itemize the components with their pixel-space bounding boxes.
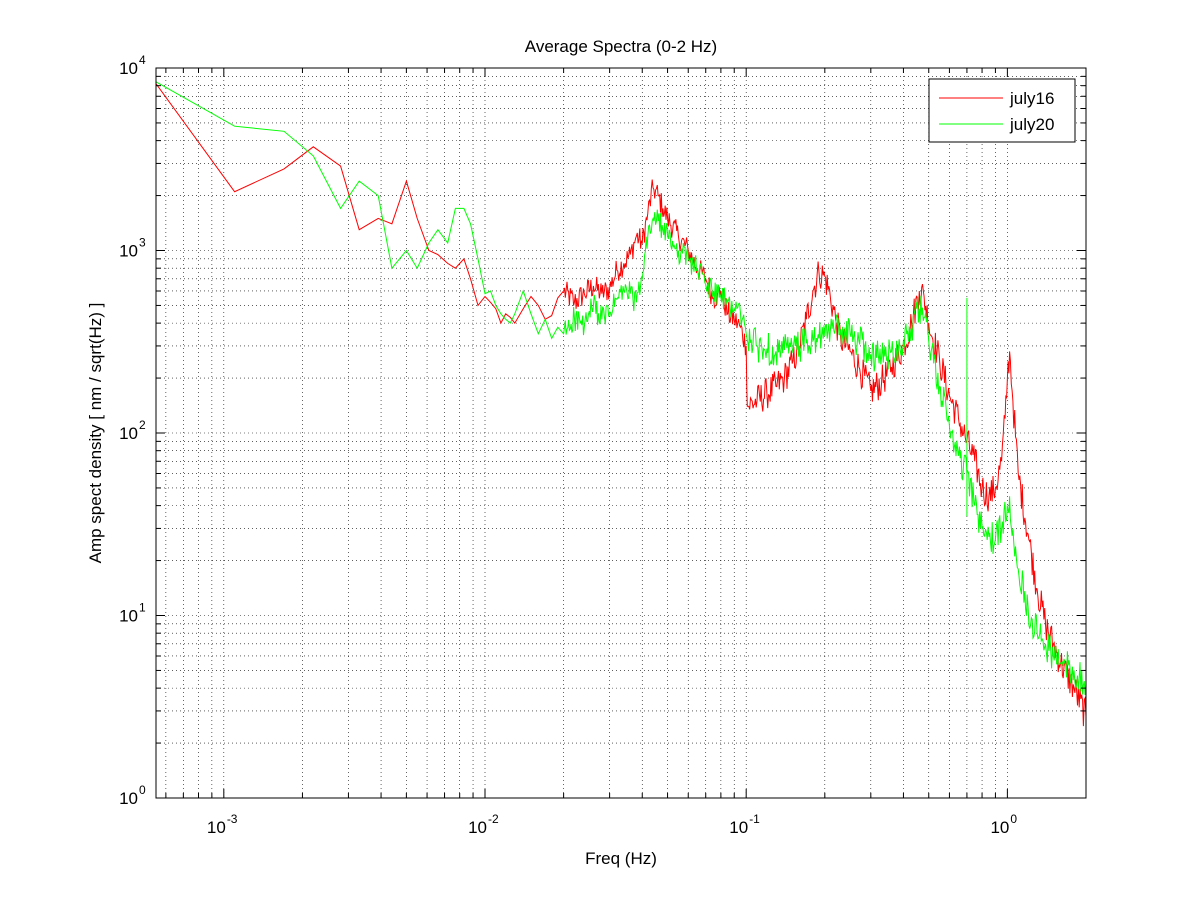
legend-label-july20: july20 <box>1009 115 1054 134</box>
y-tick-label: 10 <box>119 242 138 261</box>
legend: july16 july20 <box>928 78 1076 143</box>
x-tick-label: 10 <box>207 818 226 837</box>
x-tick-label: 10 <box>990 818 1009 837</box>
y-tick-label: 10 <box>119 789 138 808</box>
x-tick-label-exponent: 0 <box>1010 812 1017 826</box>
y-tick-label-exponent: 2 <box>139 418 146 432</box>
y-tick-label-exponent: 4 <box>139 53 146 67</box>
x-tick-label: 10 <box>468 818 487 837</box>
x-axis-label: Freq (Hz) <box>585 849 657 868</box>
y-tick-label-exponent: 1 <box>139 601 146 615</box>
tick-labels: 10 -3 10 -2 10 -1 10 010 010 110 210 310 4 <box>119 53 1017 837</box>
y-tick-label-exponent: 3 <box>139 236 146 250</box>
series-layer <box>155 81 1087 727</box>
x-tick-label: 10 <box>729 818 748 837</box>
legend-box <box>928 78 1076 143</box>
y-tick-label: 10 <box>119 607 138 626</box>
x-tick-label-exponent: -3 <box>227 812 238 826</box>
y-axis-label: Amp spect density [ nm / sqrt(Hz) ] <box>86 303 105 564</box>
legend-label-july16: july16 <box>1009 89 1054 108</box>
series-line-july16 <box>155 83 1087 727</box>
chart-title: Average Spectra (0-2 Hz) <box>525 37 717 56</box>
x-tick-label-exponent: -2 <box>488 812 499 826</box>
ticks <box>156 67 1087 799</box>
y-tick-label: 10 <box>119 59 138 78</box>
x-tick-label-exponent: -1 <box>749 812 760 826</box>
series-line-july20 <box>155 81 1087 696</box>
y-tick-label: 10 <box>119 424 138 443</box>
y-tick-label-exponent: 0 <box>139 783 146 797</box>
